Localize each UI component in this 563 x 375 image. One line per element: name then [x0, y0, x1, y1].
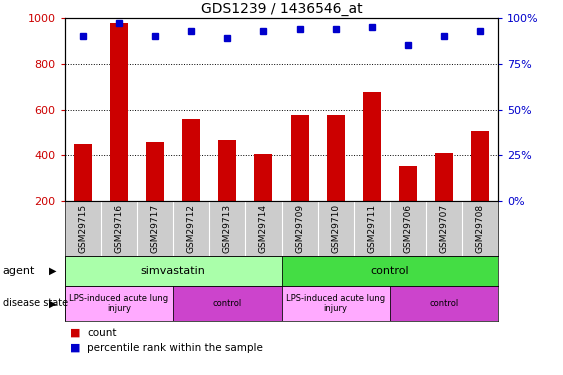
Bar: [254, 154, 272, 247]
Bar: [471, 130, 489, 247]
Text: control: control: [213, 299, 242, 308]
Text: GSM29709: GSM29709: [295, 204, 304, 253]
Text: ▶: ▶: [48, 266, 56, 276]
Text: GSM29717: GSM29717: [150, 204, 159, 253]
Text: ■: ■: [70, 328, 81, 338]
Bar: [110, 22, 128, 247]
Bar: [65, 256, 282, 286]
Bar: [173, 286, 282, 321]
Bar: [282, 256, 498, 286]
Text: ■: ■: [70, 343, 81, 353]
Bar: [291, 114, 309, 247]
Bar: [74, 144, 92, 247]
Text: GSM29713: GSM29713: [223, 204, 232, 253]
Bar: [65, 286, 173, 321]
Text: LPS-induced acute lung
injury: LPS-induced acute lung injury: [69, 294, 168, 313]
Bar: [182, 118, 200, 247]
Text: percentile rank within the sample: percentile rank within the sample: [87, 343, 263, 353]
Bar: [399, 165, 417, 247]
Text: simvastatin: simvastatin: [141, 266, 205, 276]
Text: control: control: [370, 266, 409, 276]
Bar: [363, 92, 381, 247]
Text: GSM29711: GSM29711: [367, 204, 376, 253]
Bar: [435, 153, 453, 247]
Text: ▶: ▶: [48, 298, 56, 309]
Title: GDS1239 / 1436546_at: GDS1239 / 1436546_at: [200, 2, 363, 16]
Text: GSM29707: GSM29707: [440, 204, 449, 253]
Text: GSM29708: GSM29708: [476, 204, 485, 253]
Bar: [327, 114, 345, 247]
Text: agent: agent: [3, 266, 35, 276]
Text: GSM29715: GSM29715: [78, 204, 87, 253]
Text: count: count: [87, 328, 117, 338]
Text: GSM29706: GSM29706: [404, 204, 413, 253]
Bar: [218, 140, 236, 247]
Text: control: control: [430, 299, 459, 308]
Text: disease state: disease state: [3, 298, 68, 309]
Bar: [282, 286, 390, 321]
Text: LPS-induced acute lung
injury: LPS-induced acute lung injury: [286, 294, 385, 313]
Bar: [390, 286, 498, 321]
Bar: [146, 141, 164, 247]
Text: GSM29710: GSM29710: [331, 204, 340, 253]
Text: GSM29716: GSM29716: [114, 204, 123, 253]
Text: GSM29714: GSM29714: [259, 204, 268, 253]
Text: GSM29712: GSM29712: [187, 204, 196, 253]
